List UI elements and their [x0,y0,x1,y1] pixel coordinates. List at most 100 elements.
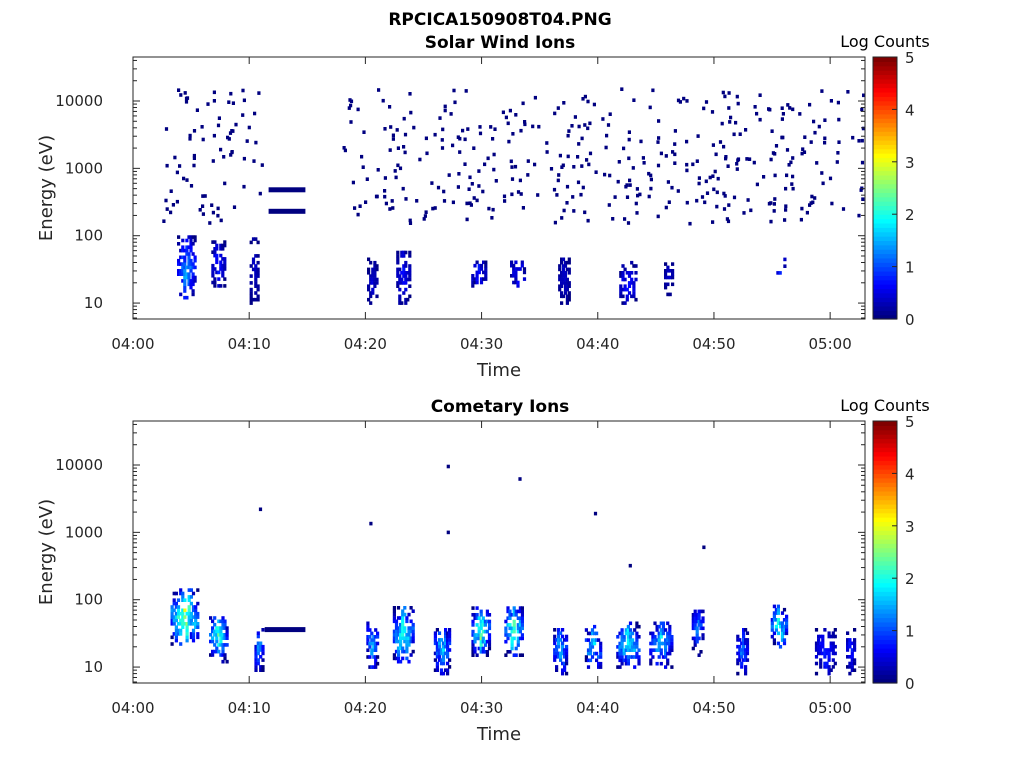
heatmap-cell [259,655,263,659]
heatmap-cell [563,665,567,669]
heatmap-cell [772,614,776,619]
heatmap-cell [846,655,850,659]
heatmap-cell [439,658,444,662]
heatmap-cell [827,655,831,659]
heatmap-cell [437,648,442,652]
heatmap-cell [664,641,668,646]
heatmap-cell [639,139,643,144]
heatmap-cell [509,159,513,164]
heatmap-cell [695,639,699,644]
heatmap-cell [772,209,776,213]
heatmap-cell [558,267,562,272]
heatmap-cell [508,613,512,617]
colorbar-segment [873,447,897,453]
heatmap-cell [181,611,185,616]
colorbar-segment [873,301,897,307]
heatmap-cell [704,179,708,184]
heatmap-cell [179,93,183,97]
heatmap-cell [664,665,668,669]
heatmap-cell [510,639,514,644]
heatmap-cell [374,658,378,663]
heatmap-cell [194,605,198,609]
heatmap-cell [223,277,227,281]
heatmap-cell [424,136,428,141]
heatmap-cell [388,148,392,152]
heatmap-cell [473,616,477,620]
heatmap-cell [508,626,512,631]
heatmap-cell [510,643,514,647]
heatmap-cell [651,638,655,642]
heatmap-cell [211,280,215,285]
heatmap-cell [518,477,522,481]
colorbar-segment [873,661,897,667]
heatmap-cell [409,110,413,115]
heatmap-cell [695,198,699,203]
heatmap-cell [439,671,444,676]
heatmap-cell [493,127,497,131]
heatmap-cell [369,301,373,305]
heatmap-cell [657,635,661,639]
heatmap-cell [372,648,376,652]
heatmap-cell [860,138,864,143]
heatmap-cell [701,616,705,620]
colorbar-segment [873,297,897,303]
heatmap-cell [219,267,223,271]
colorbar-segment [873,442,897,448]
heatmap-cell [401,619,405,624]
heatmap-cell [657,624,661,629]
colorbar-segment [873,455,897,461]
heatmap-cell [553,655,557,659]
heatmap-cell [192,129,197,133]
colorbar-segment [873,148,897,154]
heatmap-cell [632,291,636,295]
heatmap-cell [372,635,376,639]
heatmap-cell [402,254,406,258]
heatmap-cell [693,643,697,647]
heatmap-cell [194,622,198,626]
heatmap-cell [440,138,444,142]
heatmap-cell [383,194,387,199]
heatmap-cell [374,628,378,632]
heatmap-cell [699,626,703,631]
heatmap-cell [348,98,352,102]
x-tick-label: 04:40 [576,699,619,717]
heatmap-cell [446,464,450,469]
heatmap-cell [738,638,742,642]
colorbar-segment [873,560,897,566]
heatmap-cell [563,277,568,282]
heatmap-cell [586,651,591,656]
heatmap-cell [411,636,415,640]
heatmap-cell [565,201,569,205]
heatmap-cell [254,274,258,278]
heatmap-cell [201,212,205,216]
heatmap-cell [635,621,639,626]
heatmap-cell [446,671,450,676]
heatmap-cell [594,170,598,174]
heatmap-cell [181,591,185,596]
heatmap-cell [593,511,598,516]
heatmap-cell [635,651,639,656]
heatmap-cell [259,644,263,649]
heatmap-cell [738,655,742,659]
heatmap-cell [526,173,530,177]
heatmap-cell [392,629,396,634]
heatmap-cell [193,275,197,280]
heatmap-cell [173,155,177,160]
heatmap-cell [177,88,181,92]
heatmap-cell [177,272,181,276]
heatmap-cell [437,641,442,646]
heatmap-cell [185,178,189,182]
heatmap-cell [396,656,401,661]
heatmap-cell [770,628,774,632]
heatmap-cell [635,211,639,215]
colorbar-segment [873,292,897,298]
heatmap-cell [637,624,641,629]
heatmap-cell [699,623,703,627]
heatmap-cell [481,629,485,634]
heatmap-cell [477,270,481,275]
heatmap-cell [256,297,260,302]
heatmap-cell [605,133,609,138]
heatmap-cell [375,281,379,285]
heatmap-cell [817,638,821,642]
heatmap-cell [408,264,412,268]
